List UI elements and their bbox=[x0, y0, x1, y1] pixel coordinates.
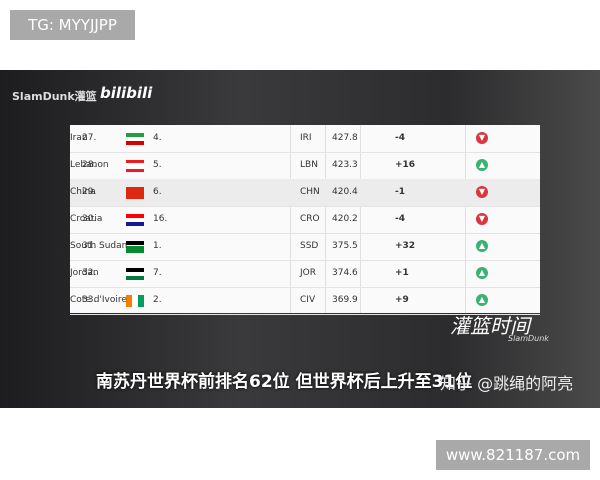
rank-cell: 31. bbox=[82, 241, 97, 251]
country-cell: 4. bbox=[153, 133, 162, 143]
country-cell: 6. bbox=[153, 187, 162, 197]
table-row: 31. South Sudan 1. SSD 375.5 +32 ▲ bbox=[70, 233, 540, 261]
country-cell: 5. bbox=[153, 160, 162, 170]
flag-icon bbox=[126, 133, 144, 145]
points-cell: +1 bbox=[395, 268, 409, 278]
points-cell: +16 bbox=[395, 160, 416, 170]
code-cell: 375.5 bbox=[332, 241, 358, 251]
points-cell: +32 bbox=[395, 241, 416, 251]
change-badge: ▲ bbox=[476, 294, 488, 306]
table-row: 28. Lebanon 5. LBN 423.3 +16 ▲ bbox=[70, 152, 540, 180]
flag-icon bbox=[126, 241, 144, 253]
points-cell: -4 bbox=[395, 214, 405, 224]
channel-watermark: SlamDunk灌篮 bbox=[12, 90, 97, 103]
change-badge: ▲ bbox=[476, 240, 488, 252]
position-cell: CHN bbox=[300, 187, 320, 197]
cell-cell: Croatia bbox=[70, 214, 103, 224]
code-cell: 374.6 bbox=[332, 268, 358, 278]
change-badge: ▲ bbox=[476, 267, 488, 279]
column-separator bbox=[360, 125, 361, 313]
points-cell: -1 bbox=[395, 187, 405, 197]
cell-cell: South Sudan bbox=[70, 241, 128, 251]
tag-label: TG: MYYJJPP bbox=[10, 10, 135, 40]
code-cell: 427.8 bbox=[332, 133, 358, 143]
site-label: www.821187.com bbox=[436, 440, 590, 470]
column-separator bbox=[290, 125, 291, 313]
change-badge: ▲ bbox=[476, 159, 488, 171]
position-cell: IRI bbox=[300, 133, 312, 143]
position-cell: JOR bbox=[300, 268, 316, 278]
code-cell: 420.4 bbox=[332, 187, 358, 197]
column-separator bbox=[325, 125, 326, 313]
credit: 知乎 @跳绳的阿亮 bbox=[440, 374, 574, 393]
flag-icon bbox=[126, 187, 144, 199]
watermark-title: 灌篮时间 bbox=[450, 314, 530, 338]
country-cell: 16. bbox=[153, 214, 168, 224]
flag-icon bbox=[126, 214, 144, 226]
change-badge: ▼ bbox=[476, 186, 488, 198]
cell-cell: Lebanon bbox=[70, 160, 109, 170]
position-cell: SSD bbox=[300, 241, 319, 251]
platform-logo: bilibili bbox=[100, 84, 153, 102]
flag-icon bbox=[126, 160, 144, 172]
watermark-sub: SlamDunk bbox=[508, 334, 549, 343]
table-row: 32. Jordan 7. JOR 374.6 +1 ▲ bbox=[70, 260, 540, 288]
rank-cell: 27. bbox=[82, 133, 97, 143]
column-separator bbox=[465, 125, 466, 313]
subtitle: 南苏丹世界杯前排名62位 但世界杯后上升至31位 bbox=[96, 372, 473, 392]
flag-icon bbox=[126, 295, 144, 307]
cell-cell: Iran bbox=[70, 133, 88, 143]
table-row: 27. Iran 4. IRI 427.8 -4 ▼ bbox=[70, 125, 540, 153]
position-cell: CRO bbox=[300, 214, 320, 224]
table-row: 30. Croatia 16. CRO 420.2 -4 ▼ bbox=[70, 206, 540, 234]
code-cell: 423.3 bbox=[332, 160, 358, 170]
points-cell: -4 bbox=[395, 133, 405, 143]
code-cell: 420.2 bbox=[332, 214, 358, 224]
position-cell: LBN bbox=[300, 160, 318, 170]
change-badge: ▼ bbox=[476, 213, 488, 225]
cell-cell: Jordan bbox=[70, 268, 99, 278]
code-cell: 369.9 bbox=[332, 295, 358, 305]
video-frame: SlamDunk灌篮 bilibili 27. Iran 4. IRI 427.8 -4 ▼… bbox=[0, 70, 600, 408]
cell-cell: China bbox=[70, 187, 96, 197]
position-cell: CIV bbox=[300, 295, 316, 305]
rank-cell: 32. bbox=[82, 268, 97, 278]
cell-cell: Cote d'Ivoire bbox=[70, 295, 127, 305]
country-cell: 1. bbox=[153, 241, 162, 251]
rank-cell: 30. bbox=[82, 214, 97, 224]
rank-cell: 29. bbox=[82, 187, 97, 197]
rank-cell: 28. bbox=[82, 160, 97, 170]
table-row: 33. Cote d'Ivoire 2. CIV 369.9 +9 ▲ bbox=[70, 287, 540, 315]
rank-cell: 33. bbox=[82, 295, 97, 305]
country-cell: 7. bbox=[153, 268, 162, 278]
change-badge: ▼ bbox=[476, 132, 488, 144]
flag-icon bbox=[126, 268, 144, 280]
points-cell: +9 bbox=[395, 295, 409, 305]
country-cell: 2. bbox=[153, 295, 162, 305]
ranking-table: 27. Iran 4. IRI 427.8 -4 ▼ 28. Lebanon 5. LBN 423.3… bbox=[70, 125, 540, 315]
table-row: 29. China 6. CHN 420.4 -1 ▼ bbox=[70, 179, 540, 207]
